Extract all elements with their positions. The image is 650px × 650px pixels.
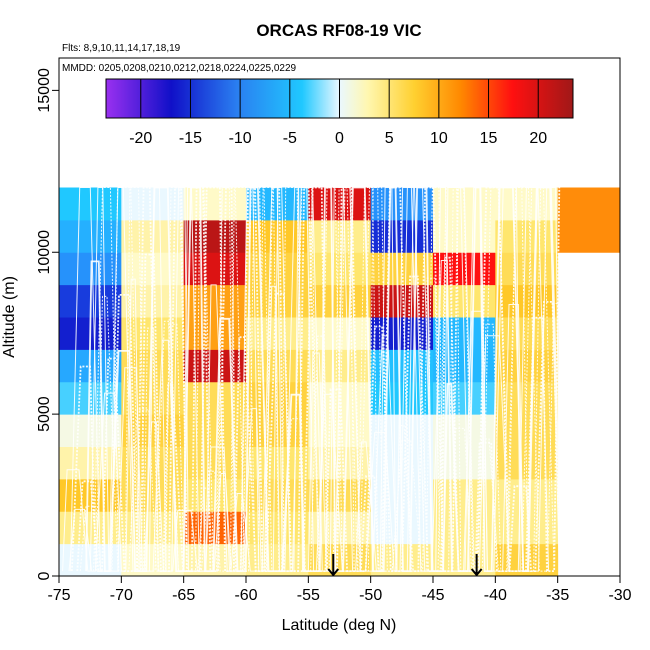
arrow-marker	[470, 554, 483, 577]
colorbar-frame	[105, 78, 574, 119]
flight-track	[71, 186, 562, 572]
heatmap-cell	[495, 219, 559, 253]
y-tick-label: 0	[36, 571, 53, 580]
heatmap-cell	[433, 284, 496, 318]
y-tick-label: 10000	[36, 230, 53, 275]
colorbar-tick-label: 5	[385, 130, 394, 147]
heatmap-cell	[246, 478, 309, 512]
colorbar-tick-label: -10	[229, 130, 252, 147]
x-tick-label: -50	[359, 587, 382, 604]
colorbar-tick-label: -15	[179, 130, 202, 147]
colorbar-tick-label: 20	[529, 130, 547, 147]
colorbar-tick-label: 15	[480, 130, 498, 147]
x-axis: -75 -70 -65 -60 -55 -50 -45 -40 -35 -30	[47, 575, 632, 604]
colorbar-ticks: -20 -15 -10 -5 0 5 10 15 20	[129, 79, 547, 147]
colorbar-tick-label: 10	[430, 130, 448, 147]
y-tick-label: 5000	[36, 396, 53, 432]
x-tick-label: -70	[110, 587, 133, 604]
heatmap-cell	[308, 187, 372, 221]
flight-track	[76, 186, 561, 572]
x-tick-label: -40	[484, 587, 507, 604]
flights-note: Flts: 8,9,10,11,14,17,18,19	[62, 43, 181, 54]
heatmap-cell	[183, 317, 247, 350]
heatmap-cell	[495, 284, 559, 318]
colorbar-tick-label: 0	[335, 130, 344, 147]
dates-note: MMDD: 0205,0208,0210,0212,0218,0224,0225…	[62, 63, 297, 74]
colorbar-tick-label: -20	[129, 130, 152, 147]
x-axis-label: Latitude (deg N)	[282, 617, 397, 634]
heatmap-cell	[557, 187, 621, 221]
y-axis: 0 5000 10000 15000	[36, 68, 59, 580]
arrow-markers	[327, 554, 483, 577]
heatmap-cell	[246, 349, 309, 383]
flight-track	[93, 187, 554, 572]
colorbar: -20 -15 -10 -5 0 5 10 15 20	[105, 78, 574, 147]
x-tick-label: -65	[172, 587, 195, 604]
heatmap-cell	[370, 284, 434, 318]
heatmap-cell	[495, 252, 559, 286]
heatmap-cell	[183, 252, 247, 286]
heatmap-cell	[308, 219, 372, 253]
x-tick-label: -45	[421, 587, 444, 604]
heatmap-cell	[557, 219, 621, 253]
x-tick-label: -55	[297, 587, 320, 604]
y-axis-label: Altitude (m)	[1, 276, 18, 358]
chart-title: ORCAS RF08-19 VIC	[256, 21, 421, 40]
heatmap-cell	[59, 219, 122, 253]
arrow-marker	[327, 554, 340, 577]
y-tick-label: 15000	[36, 68, 53, 113]
heatmap-cell	[495, 317, 559, 350]
x-tick-label: -35	[546, 587, 569, 604]
heatmap-cell	[433, 252, 496, 286]
flight-track	[62, 187, 561, 572]
heatmap-cell	[183, 187, 247, 221]
heatmap-cell	[308, 252, 372, 286]
heatmap-cell	[183, 349, 247, 383]
heatmap-cell	[308, 478, 372, 512]
x-tick-label: -60	[234, 587, 257, 604]
colorbar-tick-label: -5	[283, 130, 297, 147]
x-tick-label: -75	[47, 587, 70, 604]
flight-tracks	[62, 186, 565, 572]
x-tick-label: -30	[608, 587, 631, 604]
heatmap-cell	[59, 414, 122, 447]
